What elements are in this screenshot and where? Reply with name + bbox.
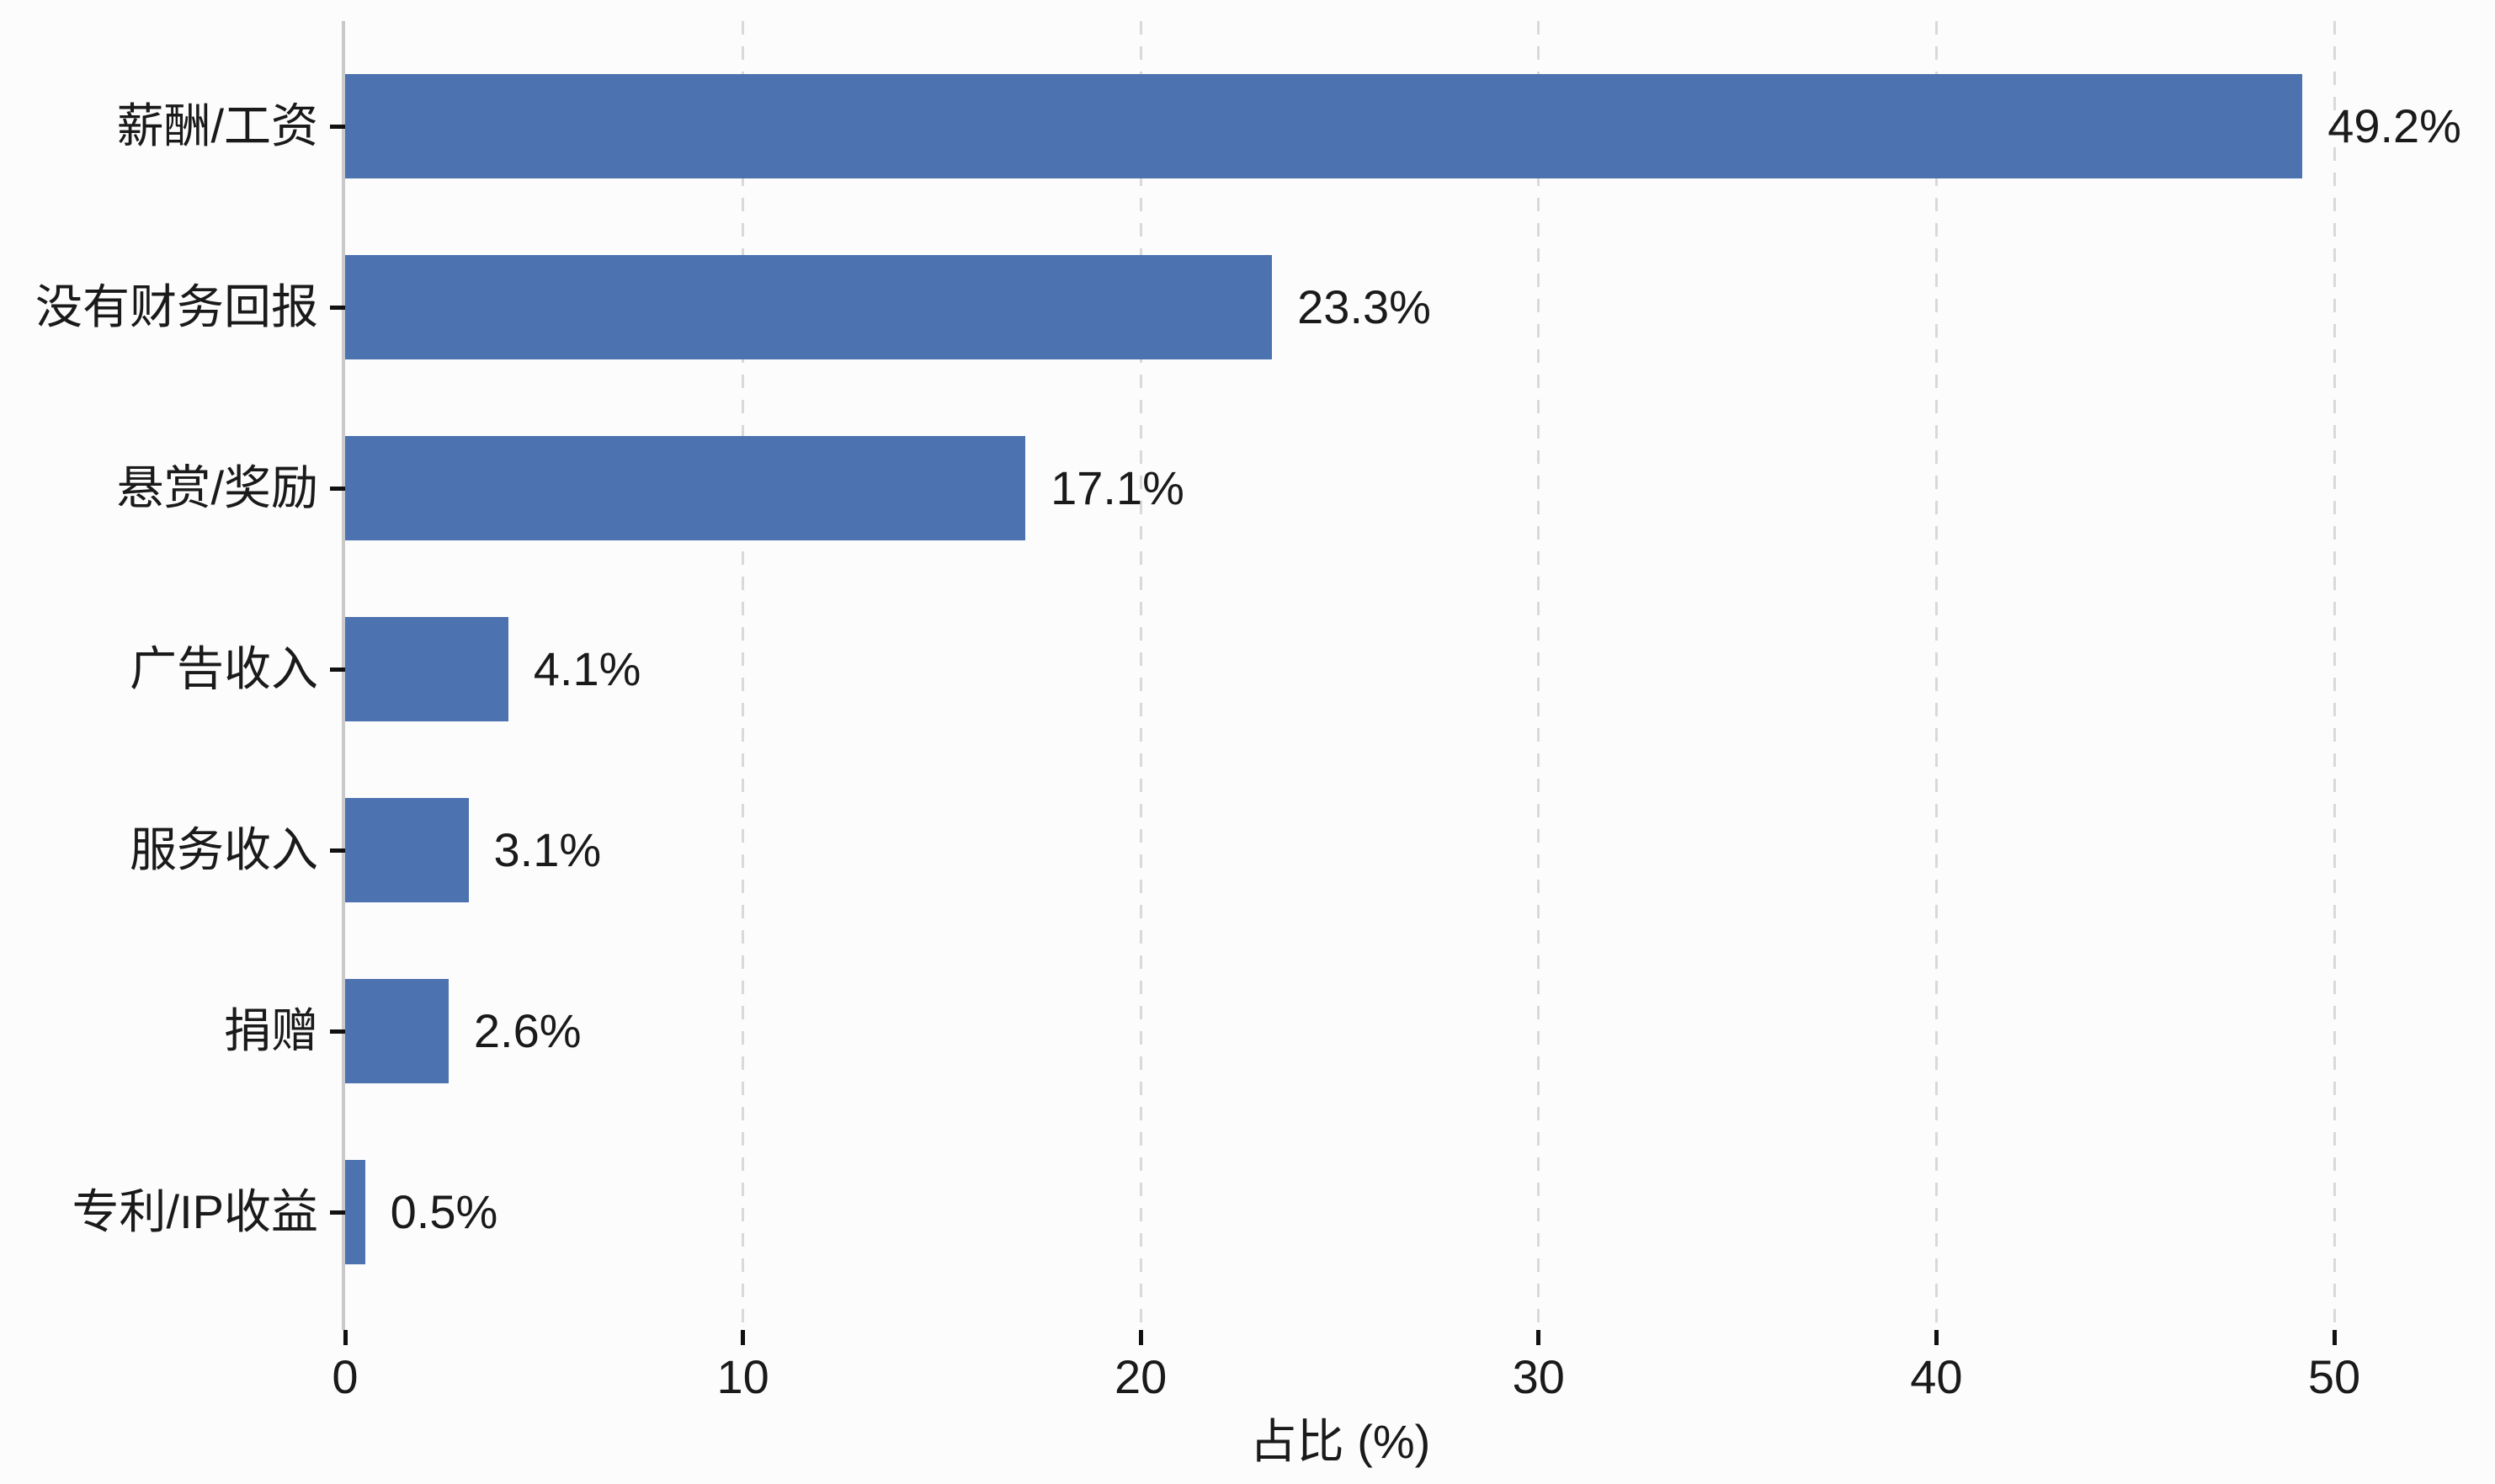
x-axis-tick-label: 0	[332, 1350, 359, 1403]
x-axis-tick-mark	[1138, 1330, 1143, 1345]
x-axis-tick-label: 30	[1512, 1350, 1565, 1403]
gridline	[1139, 21, 1142, 1330]
category-label: 捐赠	[224, 1004, 318, 1057]
value-label: 2.6%	[473, 1004, 582, 1057]
category-tick-mark	[330, 667, 345, 672]
bar	[345, 798, 469, 902]
bar	[345, 979, 449, 1083]
x-axis-tick-mark	[2332, 1330, 2337, 1345]
value-label: 49.2%	[2327, 99, 2461, 152]
category-tick-mark	[330, 1029, 345, 1034]
gridline	[2333, 21, 2336, 1330]
x-axis-tick-label: 40	[1910, 1350, 1963, 1403]
bar	[345, 436, 1026, 540]
value-label: 4.1%	[533, 642, 641, 695]
x-axis-tick-mark	[1536, 1330, 1541, 1345]
category-label: 没有财务回报	[35, 280, 318, 333]
category-label: 专利/IP收益	[72, 1185, 318, 1238]
bar	[345, 74, 2303, 178]
x-axis-tick-mark	[741, 1330, 746, 1345]
gridline	[1537, 21, 1540, 1330]
x-axis-tick-label: 50	[2307, 1350, 2361, 1403]
x-axis-tick-mark	[343, 1330, 348, 1345]
category-tick-mark	[330, 305, 345, 310]
category-tick-mark	[330, 486, 345, 491]
category-tick-mark	[330, 1210, 345, 1215]
gridline	[1934, 21, 1938, 1330]
x-axis-title: 占比 (%)	[1249, 1415, 1431, 1468]
x-axis-tick-label: 10	[716, 1350, 769, 1403]
value-label: 3.1%	[493, 823, 602, 876]
category-tick-mark	[330, 848, 345, 853]
gridline	[742, 21, 745, 1330]
bar	[345, 1160, 365, 1264]
category-tick-mark	[330, 124, 345, 129]
bar	[345, 617, 508, 721]
category-label: 悬赏/奖励	[116, 461, 318, 514]
x-axis-tick-label: 20	[1115, 1350, 1168, 1403]
value-label: 23.3%	[1297, 280, 1431, 333]
value-label: 0.5%	[390, 1185, 498, 1238]
category-label: 广告收入	[130, 642, 318, 695]
category-label: 服务收入	[130, 823, 318, 876]
bar	[345, 255, 1273, 359]
x-axis-tick-mark	[1934, 1330, 1939, 1345]
value-label: 17.1%	[1051, 461, 1184, 514]
y-axis-spine	[342, 21, 345, 1330]
category-label: 薪酬/工资	[116, 99, 318, 152]
